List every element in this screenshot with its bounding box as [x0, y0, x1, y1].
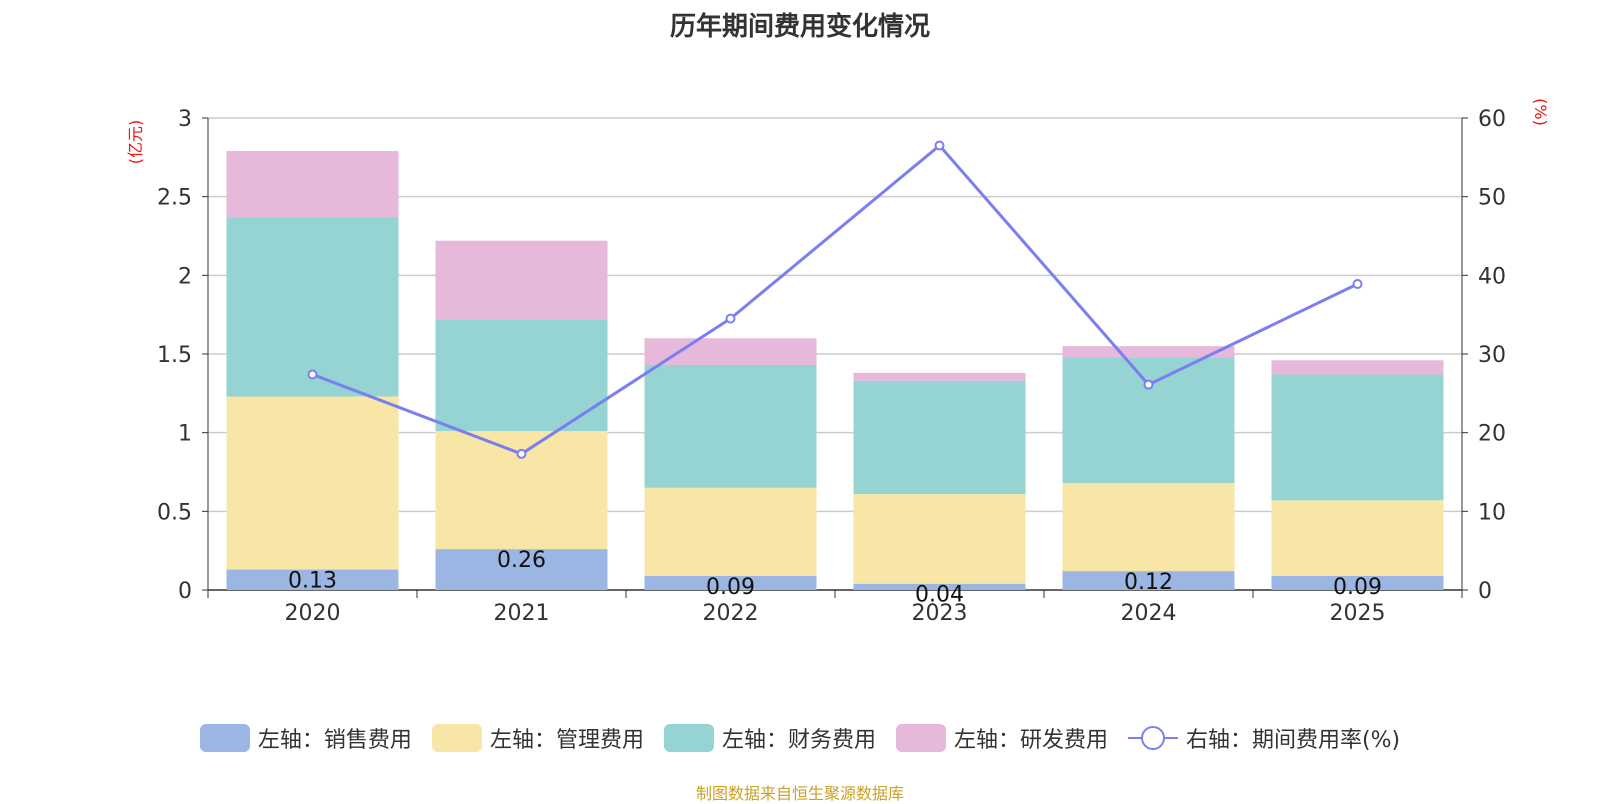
bar-1-2021 — [435, 549, 608, 590]
bar-4-2023 — [853, 372, 1026, 381]
bar-4-2024 — [1062, 346, 1235, 358]
bar-3-2022 — [644, 365, 817, 488]
bar-3-2021 — [435, 319, 608, 432]
ratio-point — [1352, 278, 1363, 289]
legend-swatch-ratio — [1127, 724, 1178, 752]
y2-tick-label: 0 — [1478, 579, 1492, 604]
y-tick-label: 2 — [178, 264, 192, 289]
y-tick-label: 2.5 — [157, 186, 192, 211]
ratio-point — [307, 369, 318, 380]
legend-swatch-finance — [663, 724, 714, 752]
ratio-point — [934, 140, 945, 151]
legend-item-sales[interactable]: 左轴：销售费用 — [199, 722, 412, 754]
bar-1-2023 — [853, 583, 1026, 590]
bar-2-2023 — [853, 494, 1026, 584]
data-label: 0.13 — [288, 569, 337, 594]
legend-swatch-rnd — [895, 724, 946, 752]
bar-3-2024 — [1062, 357, 1235, 484]
y2-tick-label: 20 — [1478, 422, 1506, 447]
bar-4-2025 — [1271, 360, 1444, 375]
y-axis-unit-label: (亿元) — [126, 120, 145, 165]
y-tick-label: 1.5 — [157, 343, 192, 368]
legend-label-rnd: 左轴：研发费用 — [953, 728, 1108, 753]
bar-2-2025 — [1271, 500, 1444, 576]
bar-2-2021 — [435, 431, 608, 550]
legend: 左轴：销售费用 左轴：管理费用 左轴：财务费用 左轴：研发费用 右轴：期间费用率… — [0, 722, 1600, 754]
bar-4-2020 — [226, 151, 399, 218]
x-tick-label: 2024 — [1121, 601, 1177, 626]
y-tick-label: 0 — [178, 579, 192, 604]
legend-swatch-sales — [199, 724, 250, 752]
chart-title: 历年期间费用变化情况 — [669, 12, 930, 42]
legend-item-rnd[interactable]: 左轴：研发费用 — [895, 722, 1108, 754]
y2-tick-label: 50 — [1478, 186, 1506, 211]
y-tick-label: 0.5 — [157, 500, 192, 525]
legend-item-ratio[interactable]: 右轴：期间费用率(%) — [1127, 722, 1401, 754]
data-label: 0.09 — [1333, 575, 1382, 600]
bar-1-2025 — [1271, 575, 1444, 590]
legend-label-sales: 左轴：销售费用 — [257, 728, 412, 753]
ratio-point — [725, 313, 736, 324]
legend-item-finance[interactable]: 左轴：财务费用 — [663, 722, 876, 754]
y-tick-label: 1 — [178, 422, 192, 447]
x-tick-label: 2022 — [703, 601, 759, 626]
legend-item-admin[interactable]: 左轴：管理费用 — [431, 722, 644, 754]
bar-3-2023 — [853, 380, 1026, 495]
data-label: 0.04 — [915, 583, 964, 608]
y2-tick-label: 10 — [1478, 500, 1506, 525]
data-label: 0.12 — [1124, 570, 1173, 595]
x-tick-label: 2025 — [1330, 601, 1386, 626]
bar-3-2025 — [1271, 374, 1444, 501]
y2-tick-label: 40 — [1478, 264, 1506, 289]
ratio-point — [1143, 379, 1154, 390]
legend-label-finance: 左轴：财务费用 — [721, 728, 876, 753]
y-tick-label: 3 — [178, 107, 192, 132]
bar-4-2021 — [435, 240, 608, 320]
data-label: 0.09 — [706, 575, 755, 600]
bar-2-2024 — [1062, 483, 1235, 572]
y2-axis-unit-label: (%) — [1531, 98, 1550, 126]
x-tick-label: 2023 — [912, 601, 968, 626]
source-note: 制图数据来自恒生聚源数据库 — [695, 784, 904, 803]
legend-label-admin: 左轴：管理费用 — [489, 728, 644, 753]
y2-tick-label: 30 — [1478, 343, 1506, 368]
y2-tick-label: 60 — [1478, 107, 1506, 132]
legend-label-ratio: 右轴：期间费用率(%) — [1185, 728, 1401, 753]
ratio-point — [516, 448, 527, 459]
ratio-line — [311, 143, 1359, 456]
x-tick-label: 2020 — [285, 601, 341, 626]
x-tick-label: 2021 — [494, 601, 550, 626]
data-label: 0.26 — [497, 548, 546, 573]
bar-2-2020 — [226, 396, 399, 570]
bar-2-2022 — [644, 487, 817, 576]
bar-1-2020 — [226, 569, 399, 590]
legend-swatch-admin — [431, 724, 482, 752]
bar-3-2020 — [226, 217, 399, 397]
bar-1-2024 — [1062, 571, 1235, 590]
bar-4-2022 — [644, 338, 817, 366]
bar-1-2022 — [644, 575, 817, 590]
